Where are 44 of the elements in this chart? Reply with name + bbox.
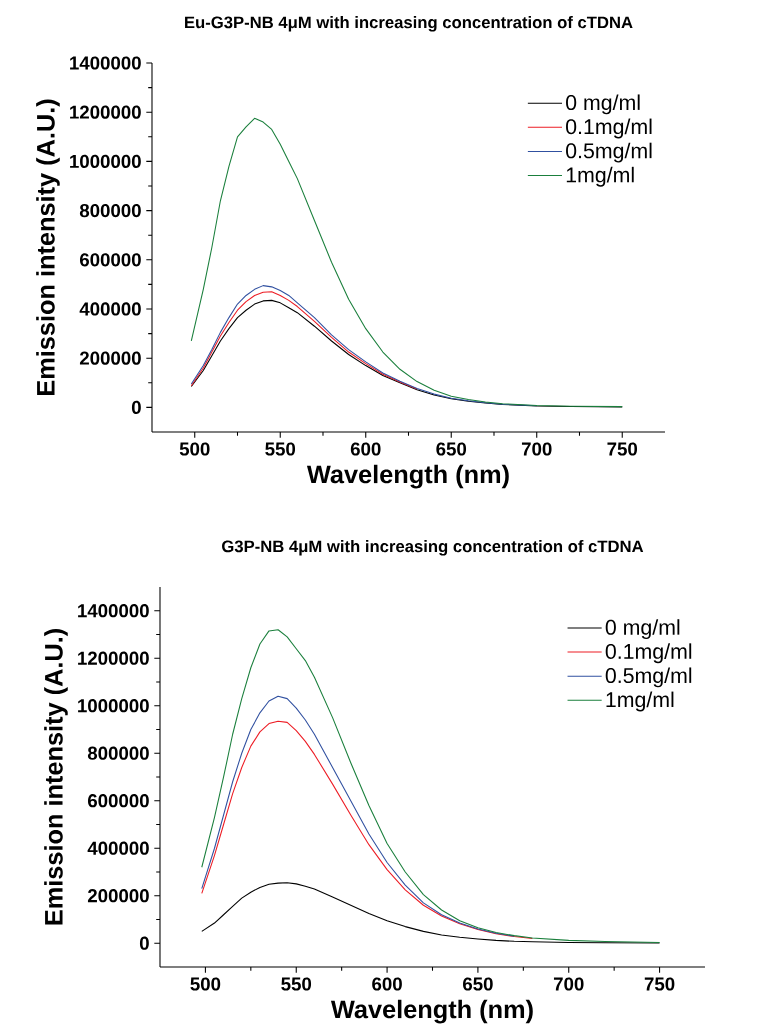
- line-series: [201, 720, 533, 940]
- x-axis-title: Wavelength (nm): [330, 999, 533, 1024]
- y-tick-label: 0: [139, 936, 149, 950]
- y-tick-label: 400000: [79, 302, 141, 316]
- x-tick-label: 600: [372, 977, 402, 991]
- y-tick-label: 1200000: [78, 651, 149, 665]
- x-axis-title: Wavelength (nm): [306, 464, 509, 489]
- x-tick-label: 700: [553, 977, 584, 991]
- y-tick-label: 1400000: [78, 604, 149, 618]
- x-tick-label: 600: [350, 442, 381, 456]
- legend-label: 1mg/ml: [566, 166, 634, 187]
- y-tick-label: 1000000: [78, 699, 149, 713]
- x-tick-label: 550: [265, 442, 296, 456]
- legend-label: 0.5mg/ml: [566, 142, 652, 163]
- y-tick-label: 1000000: [70, 154, 141, 169]
- legend-label: 0 mg/ml: [605, 619, 680, 640]
- y-tick-label: 600000: [88, 794, 149, 808]
- line-series: [190, 291, 418, 390]
- y-tick-label: 400000: [87, 841, 149, 855]
- y-tick-label: 200000: [87, 889, 149, 903]
- y-tick-label: 800000: [87, 746, 149, 760]
- x-tick-label: 500: [179, 442, 210, 456]
- y-tick-label: 1400000: [70, 56, 141, 70]
- y-tick-label: 1200000: [70, 105, 141, 119]
- chart-title: Eu-G3P-NB 4μM with increasing concentration of cTDNA: [185, 16, 633, 32]
- legend-label: 0.5mg/ml: [605, 667, 692, 688]
- y-tick-label: 600000: [80, 253, 141, 267]
- x-tick-label: 700: [521, 442, 552, 456]
- y-axis-title: Emission intensity (A.U.): [44, 629, 68, 925]
- x-tick-label: 550: [281, 977, 312, 991]
- x-tick-label: 500: [190, 977, 221, 991]
- legend-label: 0 mg/ml: [566, 94, 640, 115]
- y-tick-label: 0: [131, 400, 141, 415]
- legend-label: 0.1mg/ml: [605, 643, 692, 664]
- legend-label: 0.1mg/ml: [566, 118, 652, 139]
- y-axis-title: Emission intensity (A.U.): [36, 99, 60, 396]
- x-tick-label: 750: [644, 977, 675, 991]
- x-tick-label: 750: [607, 442, 638, 456]
- y-tick-label: 200000: [79, 351, 141, 365]
- x-tick-label: 650: [436, 442, 467, 456]
- y-tick-label: 800000: [79, 203, 141, 218]
- legend-label: 1mg/ml: [606, 691, 674, 712]
- chart-title: G3P-NB 4μM with increasing concentration of cTDNA: [222, 540, 644, 556]
- x-tick-label: 650: [463, 977, 493, 991]
